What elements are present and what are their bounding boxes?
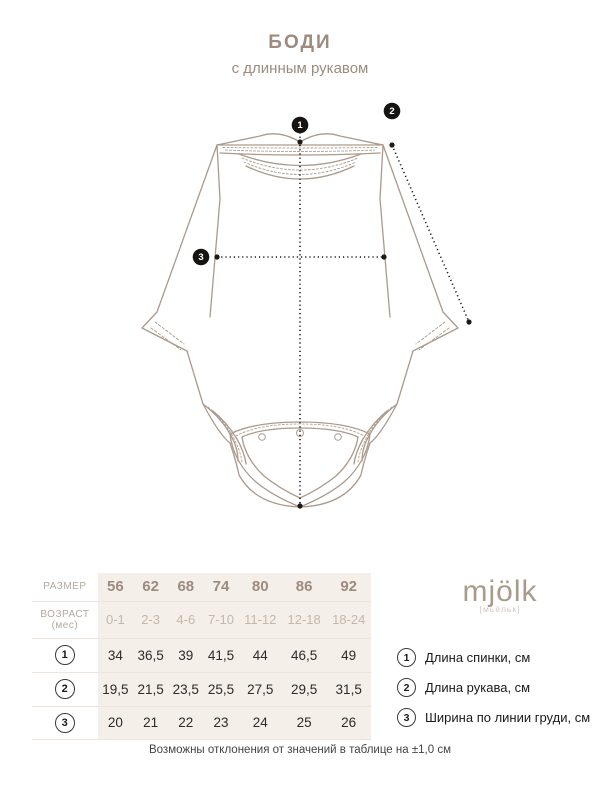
svg-text:3: 3 [198,252,203,263]
svg-text:1: 1 [297,120,303,131]
svg-text:2: 2 [389,106,394,117]
